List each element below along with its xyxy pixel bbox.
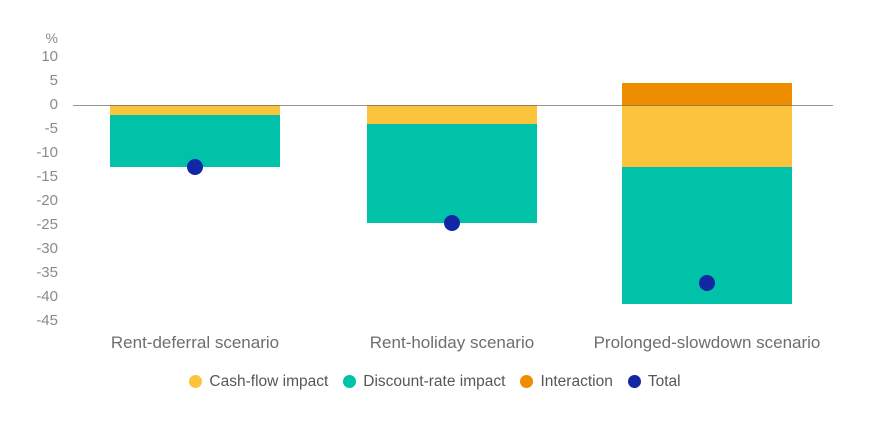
legend-dot-interaction xyxy=(520,375,534,388)
legend-label-discount-rate-impact: Discount-rate impact xyxy=(363,373,506,390)
y-tick-label--35: -35 xyxy=(36,264,58,281)
legend-dot-cash-flow-impact xyxy=(189,375,203,388)
total-dot-prolonged-slowdown-scenario xyxy=(699,274,715,291)
legend-dot-discount-rate-impact xyxy=(343,375,357,388)
category-label-rent-holiday-scenario: Rent-holiday scenario xyxy=(369,333,535,352)
category-label-prolonged-slowdown-scenario: Prolonged-slowdown scenario xyxy=(593,333,821,352)
legend-item-discount-rate-impact: Discount-rate impact xyxy=(343,372,505,391)
legend-label-interaction: Interaction xyxy=(540,373,613,390)
zero-baseline xyxy=(73,104,833,106)
y-tick-label--45: -45 xyxy=(36,312,58,329)
legend-label-total: Total xyxy=(647,373,681,390)
legend-item-cash-flow-impact: Cash-flow impact xyxy=(189,372,328,391)
y-tick-label--40: -40 xyxy=(36,288,58,305)
total-dot-rent-deferral-scenario xyxy=(187,159,203,176)
bar-segment-cash-flow-impact-prolonged-slowdown-scenario xyxy=(622,105,792,168)
legend-label-cash-flow-impact: Cash-flow impact xyxy=(209,373,329,390)
y-tick-label--5: -5 xyxy=(44,120,58,137)
bar-segment-discount-rate-impact-rent-holiday-scenario xyxy=(367,124,537,223)
y-tick-label--25: -25 xyxy=(36,216,58,233)
y-tick-label-10: 10 xyxy=(41,48,58,65)
bar-segment-cash-flow-impact-rent-holiday-scenario xyxy=(367,105,537,125)
bar-segment-interaction-prolonged-slowdown-scenario xyxy=(622,83,792,105)
y-tick-label--20: -20 xyxy=(36,192,58,209)
legend-dot-total xyxy=(627,375,641,388)
category-label-rent-deferral-scenario: Rent-deferral scenario xyxy=(110,333,280,352)
bar-segment-cash-flow-impact-rent-deferral-scenario xyxy=(110,105,280,115)
y-tick-label-0: 0 xyxy=(49,96,58,113)
y-tick-label--15: -15 xyxy=(36,168,58,185)
legend-item-total: Total xyxy=(627,372,681,391)
chart-legend: Cash-flow impact Discount-rate impact Inte… xyxy=(0,372,870,391)
legend-item-interaction: Interaction xyxy=(520,372,613,391)
y-tick-label--10: -10 xyxy=(36,144,58,161)
bar-segment-discount-rate-impact-rent-deferral-scenario xyxy=(110,114,280,168)
total-dot-rent-holiday-scenario xyxy=(444,214,460,231)
y-axis-unit-label: % xyxy=(45,30,58,46)
y-tick-label-5: 5 xyxy=(49,72,58,89)
y-tick-label--30: -30 xyxy=(36,240,58,257)
